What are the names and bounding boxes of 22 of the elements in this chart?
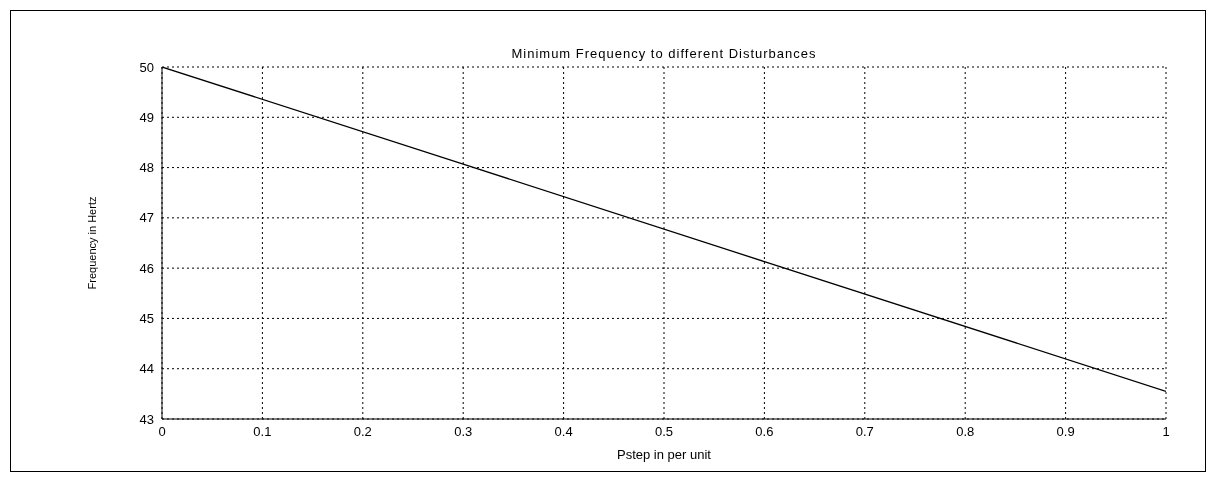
x-tick-label: 0.2 [353, 424, 372, 440]
x-tick-label: 0.5 [654, 424, 674, 440]
x-tick-label: 0.1 [253, 424, 272, 440]
y-tick-label: 50 [139, 59, 154, 75]
x-tick-label: 1 [1162, 424, 1170, 440]
x-tick-label: 0.4 [554, 424, 573, 440]
y-tick-label: 48 [139, 160, 154, 176]
y-tick-label: 45 [139, 311, 154, 327]
y-tick-label: 44 [139, 361, 154, 377]
x-tick-label: 0.3 [454, 424, 473, 440]
x-tick-label: 0 [158, 424, 166, 440]
x-axis-title: Pstep in per unit [617, 447, 712, 462]
y-axis-title: Frequency in Hertz [85, 196, 98, 290]
y-tick-label: 49 [139, 109, 154, 125]
y-tick-label: 46 [139, 260, 154, 276]
x-tick-label: 0.6 [755, 424, 774, 440]
x-tick-label: 0.9 [1056, 424, 1075, 440]
y-tick-label: 43 [139, 411, 154, 427]
x-tick-label: 0.7 [855, 424, 874, 440]
x-tick-label: 0.8 [956, 424, 975, 440]
chart-title: Minimum Frequency to different Disturbances [510, 46, 818, 61]
y-tick-label: 47 [139, 210, 154, 226]
